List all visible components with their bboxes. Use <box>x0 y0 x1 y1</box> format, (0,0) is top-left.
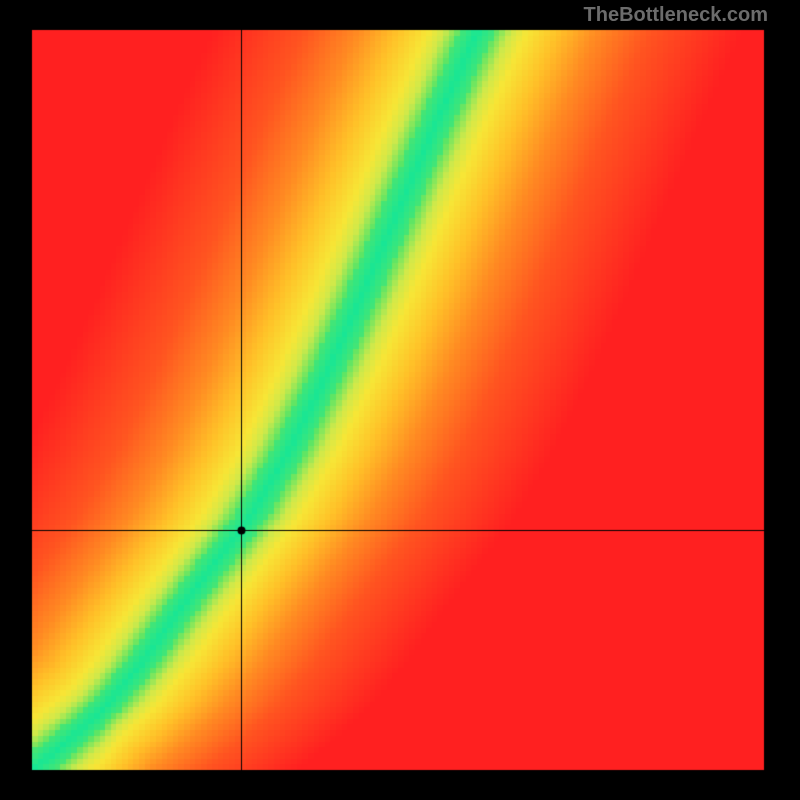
watermark-text: TheBottleneck.com <box>584 4 768 27</box>
figure-root: TheBottleneck.com <box>0 0 800 800</box>
heatmap-canvas <box>0 0 800 800</box>
